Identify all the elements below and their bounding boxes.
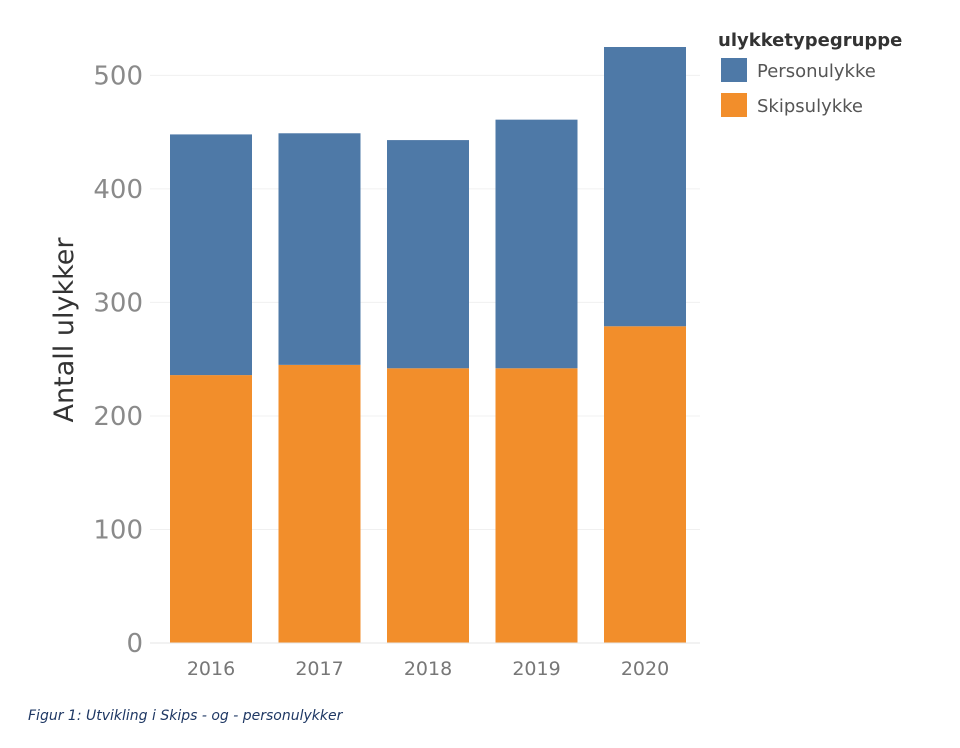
x-axis-ticks: 2016 2017 2018 2019 2020: [187, 658, 669, 680]
y-tick-label: 100: [93, 515, 143, 545]
bars: [170, 47, 686, 643]
bar-personulykke-2017: [278, 133, 361, 365]
y-tick-label: 200: [93, 402, 143, 432]
y-axis-title: Antall ulykker: [49, 237, 80, 423]
y-tick-label: 300: [93, 288, 143, 318]
bar-personulykke-2019: [495, 119, 578, 369]
bar-skipsulykke-2020: [604, 326, 686, 643]
x-tick-label: 2018: [404, 658, 452, 680]
figure-caption: Figur 1: Utvikling i Skips - og - person…: [28, 708, 343, 724]
bar-personulykke-2020: [604, 47, 686, 327]
y-axis-ticks: 0 100 200 300 400 500: [93, 61, 143, 659]
legend-swatch-skipsulykke: [721, 93, 747, 117]
x-tick-label: 2016: [187, 658, 235, 680]
x-tick-label: 2019: [512, 658, 560, 680]
x-tick-label: 2017: [295, 658, 343, 680]
legend-label-skipsulykke: Skipsulykke: [757, 96, 863, 117]
legend: ulykketypegruppe Personulykke Skipsulykke: [718, 30, 902, 117]
y-tick-label: 0: [126, 629, 143, 659]
bar-skipsulykke-2016: [170, 375, 252, 643]
bar-personulykke-2016: [170, 134, 252, 376]
bar-skipsulykke-2017: [278, 364, 361, 643]
bar-personulykke-2018: [387, 140, 469, 369]
x-tick-label: 2020: [621, 658, 669, 680]
bar-skipsulykke-2018: [387, 368, 469, 643]
bar-skipsulykke-2019: [495, 368, 578, 643]
y-tick-label: 500: [93, 61, 143, 91]
legend-items: Personulykke Skipsulykke: [721, 58, 876, 117]
legend-label-personulykke: Personulykke: [757, 61, 876, 82]
y-tick-label: 400: [93, 175, 143, 205]
legend-title: ulykketypegruppe: [718, 30, 902, 51]
legend-swatch-personulykke: [721, 58, 747, 82]
